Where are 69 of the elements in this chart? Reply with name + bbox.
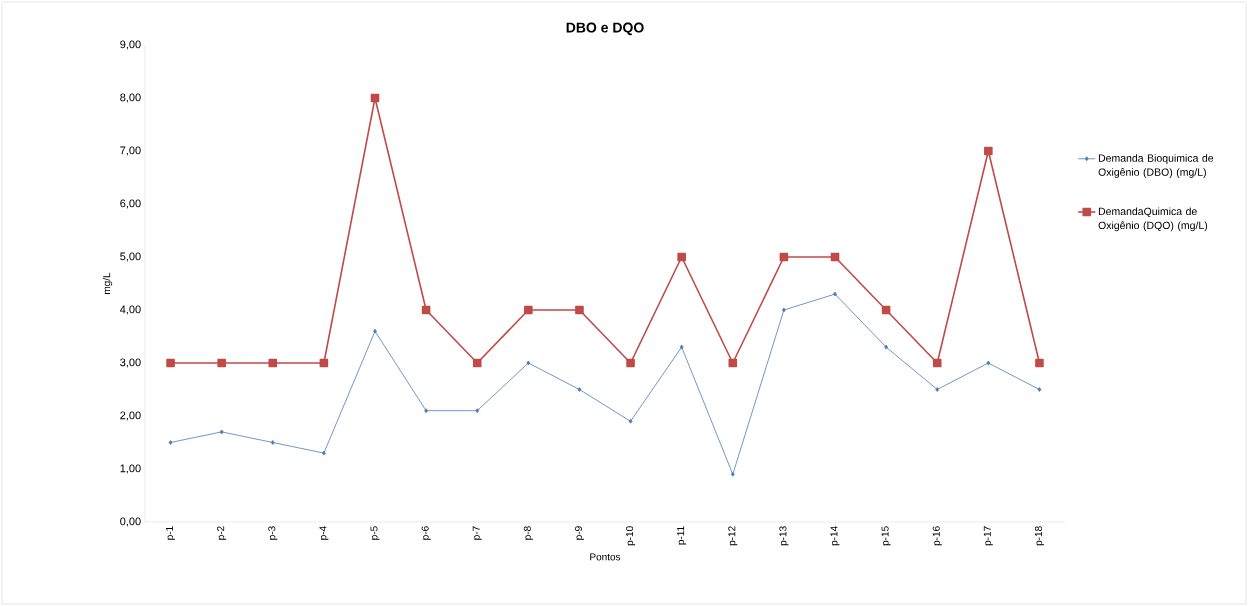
y-tick-label: 5,00 [120,252,141,262]
point [575,305,584,315]
y-tick-label: 6,00 [120,199,141,209]
point [270,440,275,445]
point [577,387,582,392]
y-tick-label: 0,00 [120,517,141,527]
x-tick-label: p-15 [881,526,891,546]
point [370,93,380,103]
point [168,440,173,445]
point [932,358,942,368]
point [268,358,278,368]
point [626,358,635,368]
x-tick-label: p-2 [217,526,227,540]
point [217,358,226,368]
y-tick-label: 7,00 [120,146,141,156]
x-tick-label: p-8 [523,526,533,540]
point [628,418,633,424]
point [1037,387,1042,392]
point [884,344,889,350]
x-tick-label: p-12 [728,526,738,546]
x-tick-label: p-18 [1034,526,1044,546]
point [779,252,789,262]
point [166,358,175,368]
x-tick-label: p-16 [932,526,942,546]
y-tick-label: 3,00 [120,358,141,368]
x-tick-label: p-17 [983,526,993,546]
chart-title: DBO e DQO [566,22,644,36]
point [1035,358,1044,368]
y-tick-label: 8,00 [120,93,141,103]
point [935,387,940,392]
x-tick-label: p-9 [574,526,584,540]
x-tick-label: p-4 [319,526,329,540]
x-tick-label: p-11 [677,526,687,545]
x-tick-label: p-7 [472,526,482,540]
legend-label: Demanda Bioquimica de Oxigênio (DBO) (mg/L) [1098,154,1214,178]
point [319,358,329,368]
point [986,360,991,366]
x-tick-label: p-6 [421,526,431,540]
point [472,358,482,368]
y-tick-label: 4,00 [119,305,141,315]
point [373,328,377,334]
legend-label: DemandaQuimica de Oxigênio (DQO) (mg/L) [1098,207,1208,232]
point [881,305,891,315]
point [781,307,786,313]
point [830,252,840,262]
x-tick-label: p-10 [626,526,636,546]
point [421,305,431,315]
point [424,408,429,414]
x-tick-label: p-5 [370,526,380,540]
point [730,471,735,477]
x-tick-label: p-14 [830,526,840,546]
point [219,429,224,435]
x-tick-label: p-3 [268,526,278,540]
y-tick-label: 1,00 [120,464,141,474]
point [833,291,837,297]
x-axis-title: Pontos [590,553,621,561]
y-axis-title: mg/L [102,272,113,294]
y-tick-label: 2,00 [120,411,141,421]
x-tick-label: p-1 [166,526,176,540]
point [524,305,533,315]
x-tick-label: p-13 [779,526,789,546]
point [677,252,686,262]
point [475,408,480,414]
point [728,358,738,368]
y-tick-label: 9,00 [120,40,141,50]
point [526,360,531,366]
point [321,450,326,456]
point [679,344,684,350]
point [984,146,993,156]
